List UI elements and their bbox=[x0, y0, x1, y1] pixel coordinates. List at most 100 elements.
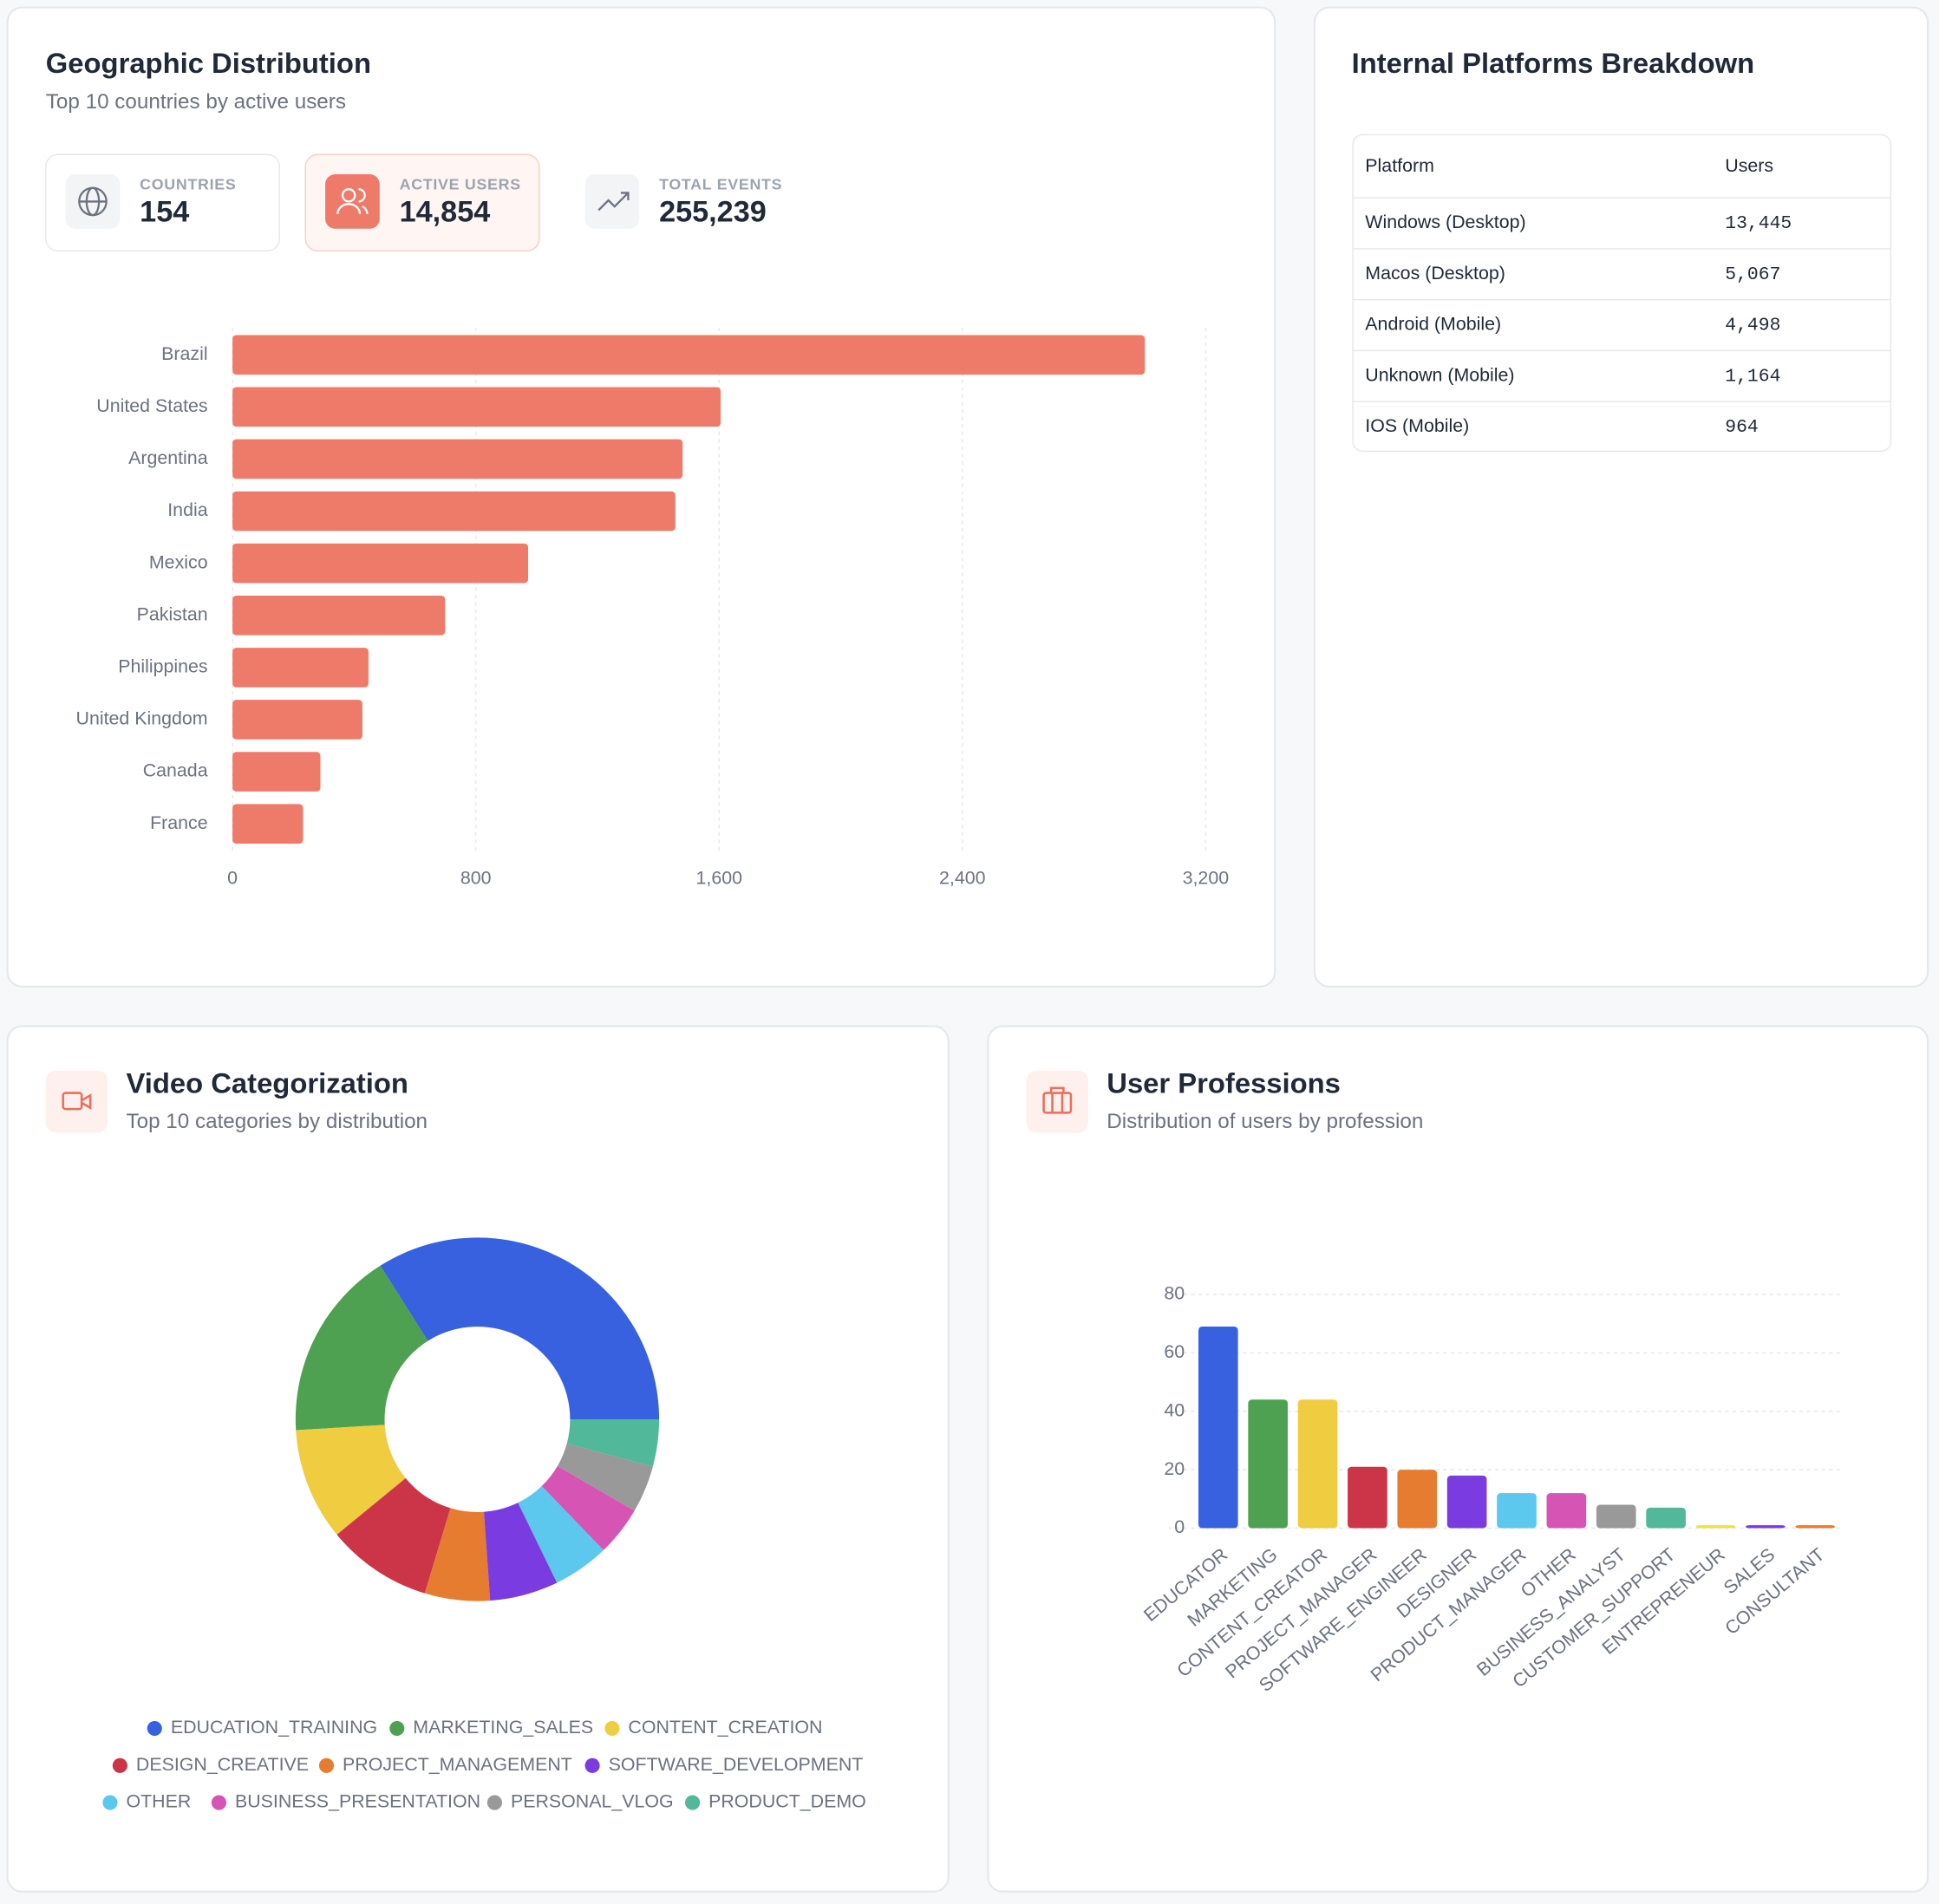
bar bbox=[232, 387, 721, 427]
donut-slice bbox=[336, 1477, 451, 1594]
stat-value: 255,239 bbox=[659, 196, 767, 229]
panel-title: Internal Platforms Breakdown bbox=[1352, 47, 1755, 79]
video-icon bbox=[62, 1092, 92, 1111]
donut-slice bbox=[484, 1503, 558, 1601]
y-tick-label: Brazil bbox=[161, 343, 207, 364]
bar bbox=[232, 491, 676, 531]
stat-label: ACTIVE USERS bbox=[400, 176, 521, 193]
donut-slice bbox=[296, 1425, 406, 1536]
y-tick-label: France bbox=[150, 812, 208, 833]
stat-label: COUNTRIES bbox=[140, 176, 236, 193]
x-tick-label: 800 bbox=[460, 868, 492, 889]
legend-label: MARKETING_SALES bbox=[413, 1717, 593, 1738]
y-tick-label: 80 bbox=[1164, 1283, 1185, 1304]
x-tick-label: 0 bbox=[227, 868, 238, 889]
stat-value: 14,854 bbox=[400, 196, 491, 229]
bar bbox=[232, 595, 446, 636]
panel bbox=[987, 1025, 1929, 1893]
table bbox=[1352, 134, 1892, 453]
bar bbox=[1248, 1399, 1288, 1529]
bar bbox=[232, 700, 362, 740]
legend-label: OTHER bbox=[126, 1791, 191, 1812]
bar bbox=[232, 543, 529, 584]
legend-label: EDUCATION_TRAINING bbox=[171, 1717, 377, 1738]
y-tick-label: United States bbox=[96, 395, 207, 416]
y-tick-label: Mexico bbox=[149, 551, 208, 572]
legend-swatch bbox=[147, 1720, 162, 1737]
x-tick-label: 2,400 bbox=[939, 868, 986, 889]
donut-slice bbox=[557, 1443, 653, 1511]
y-tick-label: Canada bbox=[143, 760, 208, 781]
table-cell: 13,445 bbox=[1725, 213, 1792, 234]
legend-label: BUSINESS_PRESENTATION bbox=[235, 1791, 480, 1812]
bar bbox=[232, 648, 369, 688]
briefcase-icon bbox=[1042, 1086, 1073, 1114]
panel-title: Video Categorization bbox=[126, 1067, 408, 1099]
bar bbox=[1546, 1493, 1587, 1529]
bar bbox=[1596, 1504, 1636, 1529]
bar bbox=[1198, 1327, 1238, 1529]
bar bbox=[232, 752, 321, 792]
y-tick-label: Argentina bbox=[128, 447, 208, 468]
panel-subtitle: Top 10 countries by active users bbox=[46, 90, 346, 114]
table-cell: 4,498 bbox=[1725, 316, 1780, 336]
legend-swatch bbox=[486, 1795, 502, 1810]
legend-swatch bbox=[685, 1795, 701, 1810]
y-tick-label: Pakistan bbox=[137, 603, 208, 624]
legend-label: DESIGN_CREATIVE bbox=[136, 1754, 309, 1775]
stat-value: 154 bbox=[140, 196, 189, 229]
icon-box bbox=[45, 1070, 108, 1133]
y-tick-label: 60 bbox=[1164, 1341, 1185, 1362]
y-tick-label: United Kingdom bbox=[76, 708, 208, 729]
table-cell: Macos (Desktop) bbox=[1365, 263, 1505, 284]
table-cell: Windows (Desktop) bbox=[1365, 212, 1525, 232]
table-cell: Android (Mobile) bbox=[1365, 314, 1501, 335]
x-tick-label: 3,200 bbox=[1183, 868, 1230, 889]
icon-box bbox=[325, 174, 380, 229]
legend-swatch bbox=[102, 1795, 118, 1810]
bar bbox=[1497, 1493, 1537, 1529]
legend-swatch bbox=[584, 1757, 600, 1773]
bar bbox=[1695, 1525, 1736, 1529]
trend-icon bbox=[597, 192, 630, 212]
users-icon bbox=[336, 188, 369, 214]
legend-swatch bbox=[112, 1757, 127, 1773]
table-cell: 1,164 bbox=[1725, 366, 1780, 387]
table-header: Platform bbox=[1365, 155, 1434, 176]
table-header: Users bbox=[1725, 155, 1773, 176]
table-cell: Unknown (Mobile) bbox=[1365, 364, 1514, 385]
legend-swatch bbox=[604, 1720, 620, 1737]
table-cell: 5,067 bbox=[1725, 264, 1780, 285]
donut-slice bbox=[295, 1265, 428, 1431]
legend-label: PRODUCT_DEMO bbox=[708, 1791, 866, 1812]
panel-subtitle: Distribution of users by profession bbox=[1107, 1110, 1423, 1133]
bar bbox=[232, 439, 683, 479]
legend-label: PROJECT_MANAGEMENT bbox=[343, 1754, 572, 1775]
panel-subtitle: Top 10 categories by distribution bbox=[126, 1110, 428, 1133]
panel bbox=[6, 1025, 950, 1893]
icon-box bbox=[584, 174, 640, 229]
bar bbox=[1397, 1470, 1438, 1529]
y-tick-label: 40 bbox=[1164, 1399, 1185, 1420]
y-tick-label: 20 bbox=[1164, 1458, 1185, 1479]
legend-label: CONTENT_CREATION bbox=[628, 1717, 822, 1738]
donut-slice bbox=[518, 1485, 604, 1583]
donut-slice bbox=[424, 1508, 491, 1601]
bar bbox=[1348, 1466, 1387, 1529]
bar bbox=[1646, 1507, 1686, 1529]
panel-title: Geographic Distribution bbox=[46, 47, 371, 79]
y-tick-label: 0 bbox=[1174, 1516, 1185, 1537]
x-tick-label: 1,600 bbox=[695, 868, 742, 889]
table-cell: 964 bbox=[1725, 417, 1758, 438]
stat-label: TOTAL EVENTS bbox=[659, 176, 782, 193]
y-tick-label: India bbox=[167, 499, 207, 520]
bar bbox=[232, 804, 304, 844]
bar bbox=[1746, 1525, 1786, 1529]
table-cell: IOS (Mobile) bbox=[1365, 415, 1469, 436]
y-tick-label: Philippines bbox=[118, 656, 207, 677]
donut-slice bbox=[380, 1237, 660, 1420]
legend-swatch bbox=[389, 1720, 405, 1737]
bar bbox=[1297, 1399, 1338, 1529]
legend-swatch bbox=[211, 1795, 226, 1810]
